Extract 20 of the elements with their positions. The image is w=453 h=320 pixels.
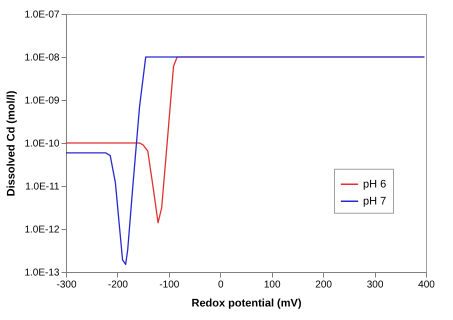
x-tick-label: 300 <box>366 280 384 290</box>
y-tick-label: 1.0E-11 <box>25 182 60 192</box>
x-tick-label: 0 <box>218 280 224 290</box>
x-tick-label: -300 <box>56 280 77 290</box>
y-axis-title: Dissolved Cd (mol/l) <box>5 90 18 196</box>
legend-label: pH 6 <box>363 178 386 190</box>
legend-label: pH 7 <box>363 195 386 208</box>
line-series <box>65 56 426 266</box>
x-tick-label: 400 <box>418 280 436 290</box>
x-tick-label: -200 <box>108 280 128 290</box>
x-axis-title: Redox potential (mV) <box>191 298 302 310</box>
y-tick-label: 1.0E-10 <box>24 138 60 150</box>
x-tick-label: -100 <box>159 280 180 290</box>
y-tick-label: 1.0E-07 <box>24 10 60 20</box>
y-tick-label: 1.0E-13 <box>24 268 60 278</box>
x-tick-label: 100 <box>264 280 281 290</box>
y-tick-label: 1.0E-08 <box>24 52 60 64</box>
y-tick-label: 1.0E-12 <box>24 224 60 236</box>
y-tick-label: 1.0E-09 <box>24 96 60 106</box>
x-tick-label: 200 <box>315 280 332 290</box>
